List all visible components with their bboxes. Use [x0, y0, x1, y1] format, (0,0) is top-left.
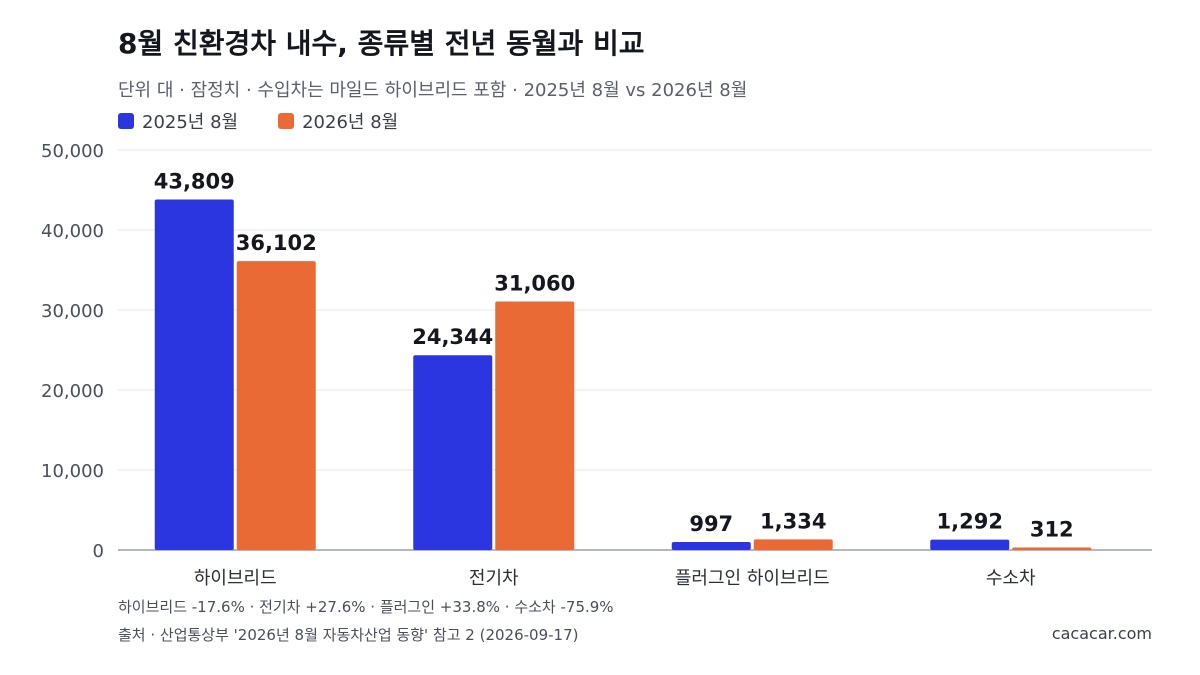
legend-item-2026: 2026년 8월 [278, 108, 398, 134]
data-label: 997 [689, 512, 733, 536]
y-tick-label: 40,000 [41, 221, 104, 242]
legend-label-2025: 2025년 8월 [142, 112, 239, 133]
bar [154, 199, 234, 550]
y-tick-label: 30,000 [41, 301, 104, 322]
data-label: 1,334 [760, 509, 826, 533]
y-tick-label: 20,000 [41, 381, 104, 402]
x-tick-label: 수소차 [986, 568, 1036, 589]
x-tick-label: 하이브리드 [194, 568, 277, 589]
data-label: 36,102 [236, 231, 317, 255]
bar [671, 542, 751, 550]
data-label: 1,292 [937, 510, 1003, 534]
bar [413, 355, 493, 550]
data-label: 24,344 [412, 325, 493, 349]
data-label: 31,060 [494, 272, 575, 296]
y-tick-label: 50,000 [41, 141, 104, 162]
bar [495, 301, 575, 550]
chart-title: 8월 친환경차 내수, 종류별 전년 동월과 비교 [118, 27, 645, 60]
bar [753, 539, 833, 550]
bar [236, 261, 316, 550]
x-tick-label: 플러그인 하이브리드 [675, 568, 830, 589]
brand-label: cacacar.com [1051, 624, 1152, 643]
y-tick-label: 10,000 [41, 461, 104, 482]
data-label: 312 [1030, 518, 1074, 542]
change-note: 하이브리드 -17.6% · 전기차 +27.6% · 플러그인 +33.8% … [118, 598, 614, 616]
legend-item-2025: 2025년 8월 [118, 108, 238, 134]
legend-swatch-2025 [118, 113, 134, 129]
source-note: 출처 · 산업통상부 '2026년 8월 자동차산업 동향' 참고 2 (202… [118, 626, 579, 644]
x-tick-label: 전기차 [469, 568, 519, 589]
y-tick-label: 0 [93, 541, 104, 562]
legend-label-2026: 2026년 8월 [302, 112, 399, 133]
bar [930, 539, 1010, 550]
chart-legend: 2025년 8월 2026년 8월 [118, 108, 398, 134]
legend-swatch-2026 [278, 113, 295, 129]
bar [1012, 547, 1092, 550]
data-label: 43,809 [154, 170, 235, 194]
chart-subtitle: 단위 대 · 잠정치 · 수입차는 마일드 하이브리드 포함 · 2025년 8… [118, 80, 748, 101]
